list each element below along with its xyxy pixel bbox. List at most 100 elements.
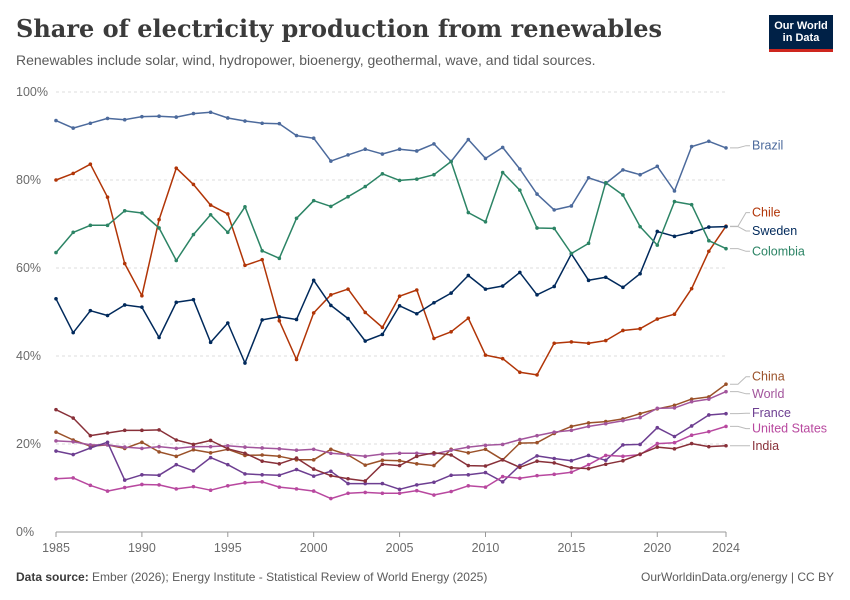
data-point[interactable]	[277, 121, 282, 126]
series-line-china[interactable]	[55, 383, 727, 467]
data-point[interactable]	[535, 473, 539, 478]
data-point[interactable]	[363, 310, 368, 315]
data-point[interactable]	[380, 462, 385, 467]
data-point[interactable]	[311, 467, 316, 471]
data-point[interactable]	[397, 451, 402, 456]
data-point[interactable]	[535, 433, 539, 438]
data-point[interactable]	[225, 321, 230, 325]
data-point[interactable]	[466, 463, 471, 468]
data-point[interactable]	[397, 458, 402, 463]
data-point[interactable]	[54, 449, 58, 453]
data-point[interactable]	[329, 473, 333, 478]
data-point[interactable]	[122, 485, 127, 490]
data-point[interactable]	[432, 463, 436, 468]
data-point[interactable]	[707, 249, 711, 254]
series-label-world[interactable]: World	[752, 387, 784, 401]
data-point[interactable]	[586, 278, 591, 283]
data-point[interactable]	[122, 117, 127, 122]
data-point[interactable]	[122, 303, 127, 307]
data-point[interactable]	[586, 421, 591, 425]
data-point[interactable]	[380, 458, 385, 463]
data-point[interactable]	[638, 452, 642, 456]
data-point[interactable]	[363, 490, 368, 495]
data-point[interactable]	[603, 338, 608, 343]
data-point[interactable]	[707, 397, 711, 401]
data-point[interactable]	[157, 483, 161, 487]
series-line-india[interactable]	[55, 409, 727, 482]
data-point[interactable]	[655, 243, 660, 247]
data-point[interactable]	[243, 263, 247, 268]
series-label-united-states[interactable]: United States	[752, 422, 827, 436]
data-point[interactable]	[140, 211, 144, 215]
data-point[interactable]	[414, 483, 419, 487]
data-point[interactable]	[363, 339, 368, 343]
series-india[interactable]	[54, 407, 728, 483]
series-label-india[interactable]: India	[752, 439, 779, 453]
data-point[interactable]	[54, 297, 58, 301]
data-point[interactable]	[414, 311, 419, 316]
data-point[interactable]	[363, 454, 368, 459]
data-point[interactable]	[346, 194, 350, 199]
data-point[interactable]	[277, 315, 282, 319]
source-url[interactable]: OurWorldinData.org/energy | CC BY	[641, 570, 834, 584]
data-point[interactable]	[535, 226, 539, 230]
data-point[interactable]	[500, 284, 505, 288]
data-point[interactable]	[621, 328, 625, 333]
data-point[interactable]	[518, 437, 522, 442]
data-point[interactable]	[432, 493, 436, 497]
data-point[interactable]	[638, 224, 642, 229]
data-point[interactable]	[569, 458, 574, 463]
data-point[interactable]	[105, 489, 110, 493]
data-point[interactable]	[71, 330, 75, 335]
data-point[interactable]	[311, 458, 316, 462]
series-label-china[interactable]: China	[752, 370, 785, 384]
series-label-sweden[interactable]: Sweden	[752, 224, 797, 238]
data-point[interactable]	[311, 278, 316, 283]
data-point[interactable]	[243, 361, 247, 365]
data-point[interactable]	[88, 446, 93, 450]
data-point[interactable]	[724, 382, 728, 386]
data-point[interactable]	[689, 230, 694, 235]
data-point[interactable]	[277, 454, 282, 459]
data-point[interactable]	[363, 463, 368, 467]
data-point[interactable]	[603, 458, 608, 463]
data-point[interactable]	[294, 448, 299, 452]
data-point[interactable]	[243, 205, 247, 209]
data-point[interactable]	[329, 159, 333, 163]
data-point[interactable]	[311, 198, 316, 203]
data-point[interactable]	[397, 487, 402, 492]
series-france[interactable]	[54, 411, 728, 492]
data-point[interactable]	[140, 440, 144, 445]
data-point[interactable]	[586, 462, 591, 467]
data-point[interactable]	[500, 458, 505, 462]
data-point[interactable]	[174, 487, 179, 491]
data-point[interactable]	[638, 415, 642, 420]
data-point[interactable]	[689, 424, 694, 428]
data-point[interactable]	[88, 433, 93, 438]
data-point[interactable]	[483, 287, 488, 291]
data-point[interactable]	[569, 251, 574, 256]
series-line-france[interactable]	[55, 412, 727, 491]
data-point[interactable]	[569, 424, 574, 429]
data-point[interactable]	[672, 189, 677, 193]
data-point[interactable]	[552, 472, 557, 477]
data-point[interactable]	[346, 491, 350, 496]
data-point[interactable]	[707, 444, 711, 449]
data-point[interactable]	[88, 121, 93, 126]
data-point[interactable]	[483, 353, 488, 357]
data-point[interactable]	[397, 463, 402, 468]
data-point[interactable]	[483, 447, 488, 452]
data-point[interactable]	[466, 451, 471, 455]
data-point[interactable]	[380, 481, 385, 486]
series-line-united-states[interactable]	[55, 425, 727, 500]
data-point[interactable]	[105, 223, 110, 228]
data-point[interactable]	[466, 316, 471, 320]
data-point[interactable]	[243, 451, 247, 456]
data-point[interactable]	[260, 318, 264, 322]
data-point[interactable]	[552, 226, 557, 231]
data-point[interactable]	[174, 115, 179, 119]
data-point[interactable]	[71, 126, 75, 130]
data-point[interactable]	[414, 462, 419, 466]
data-point[interactable]	[397, 178, 402, 183]
data-point[interactable]	[655, 406, 660, 411]
